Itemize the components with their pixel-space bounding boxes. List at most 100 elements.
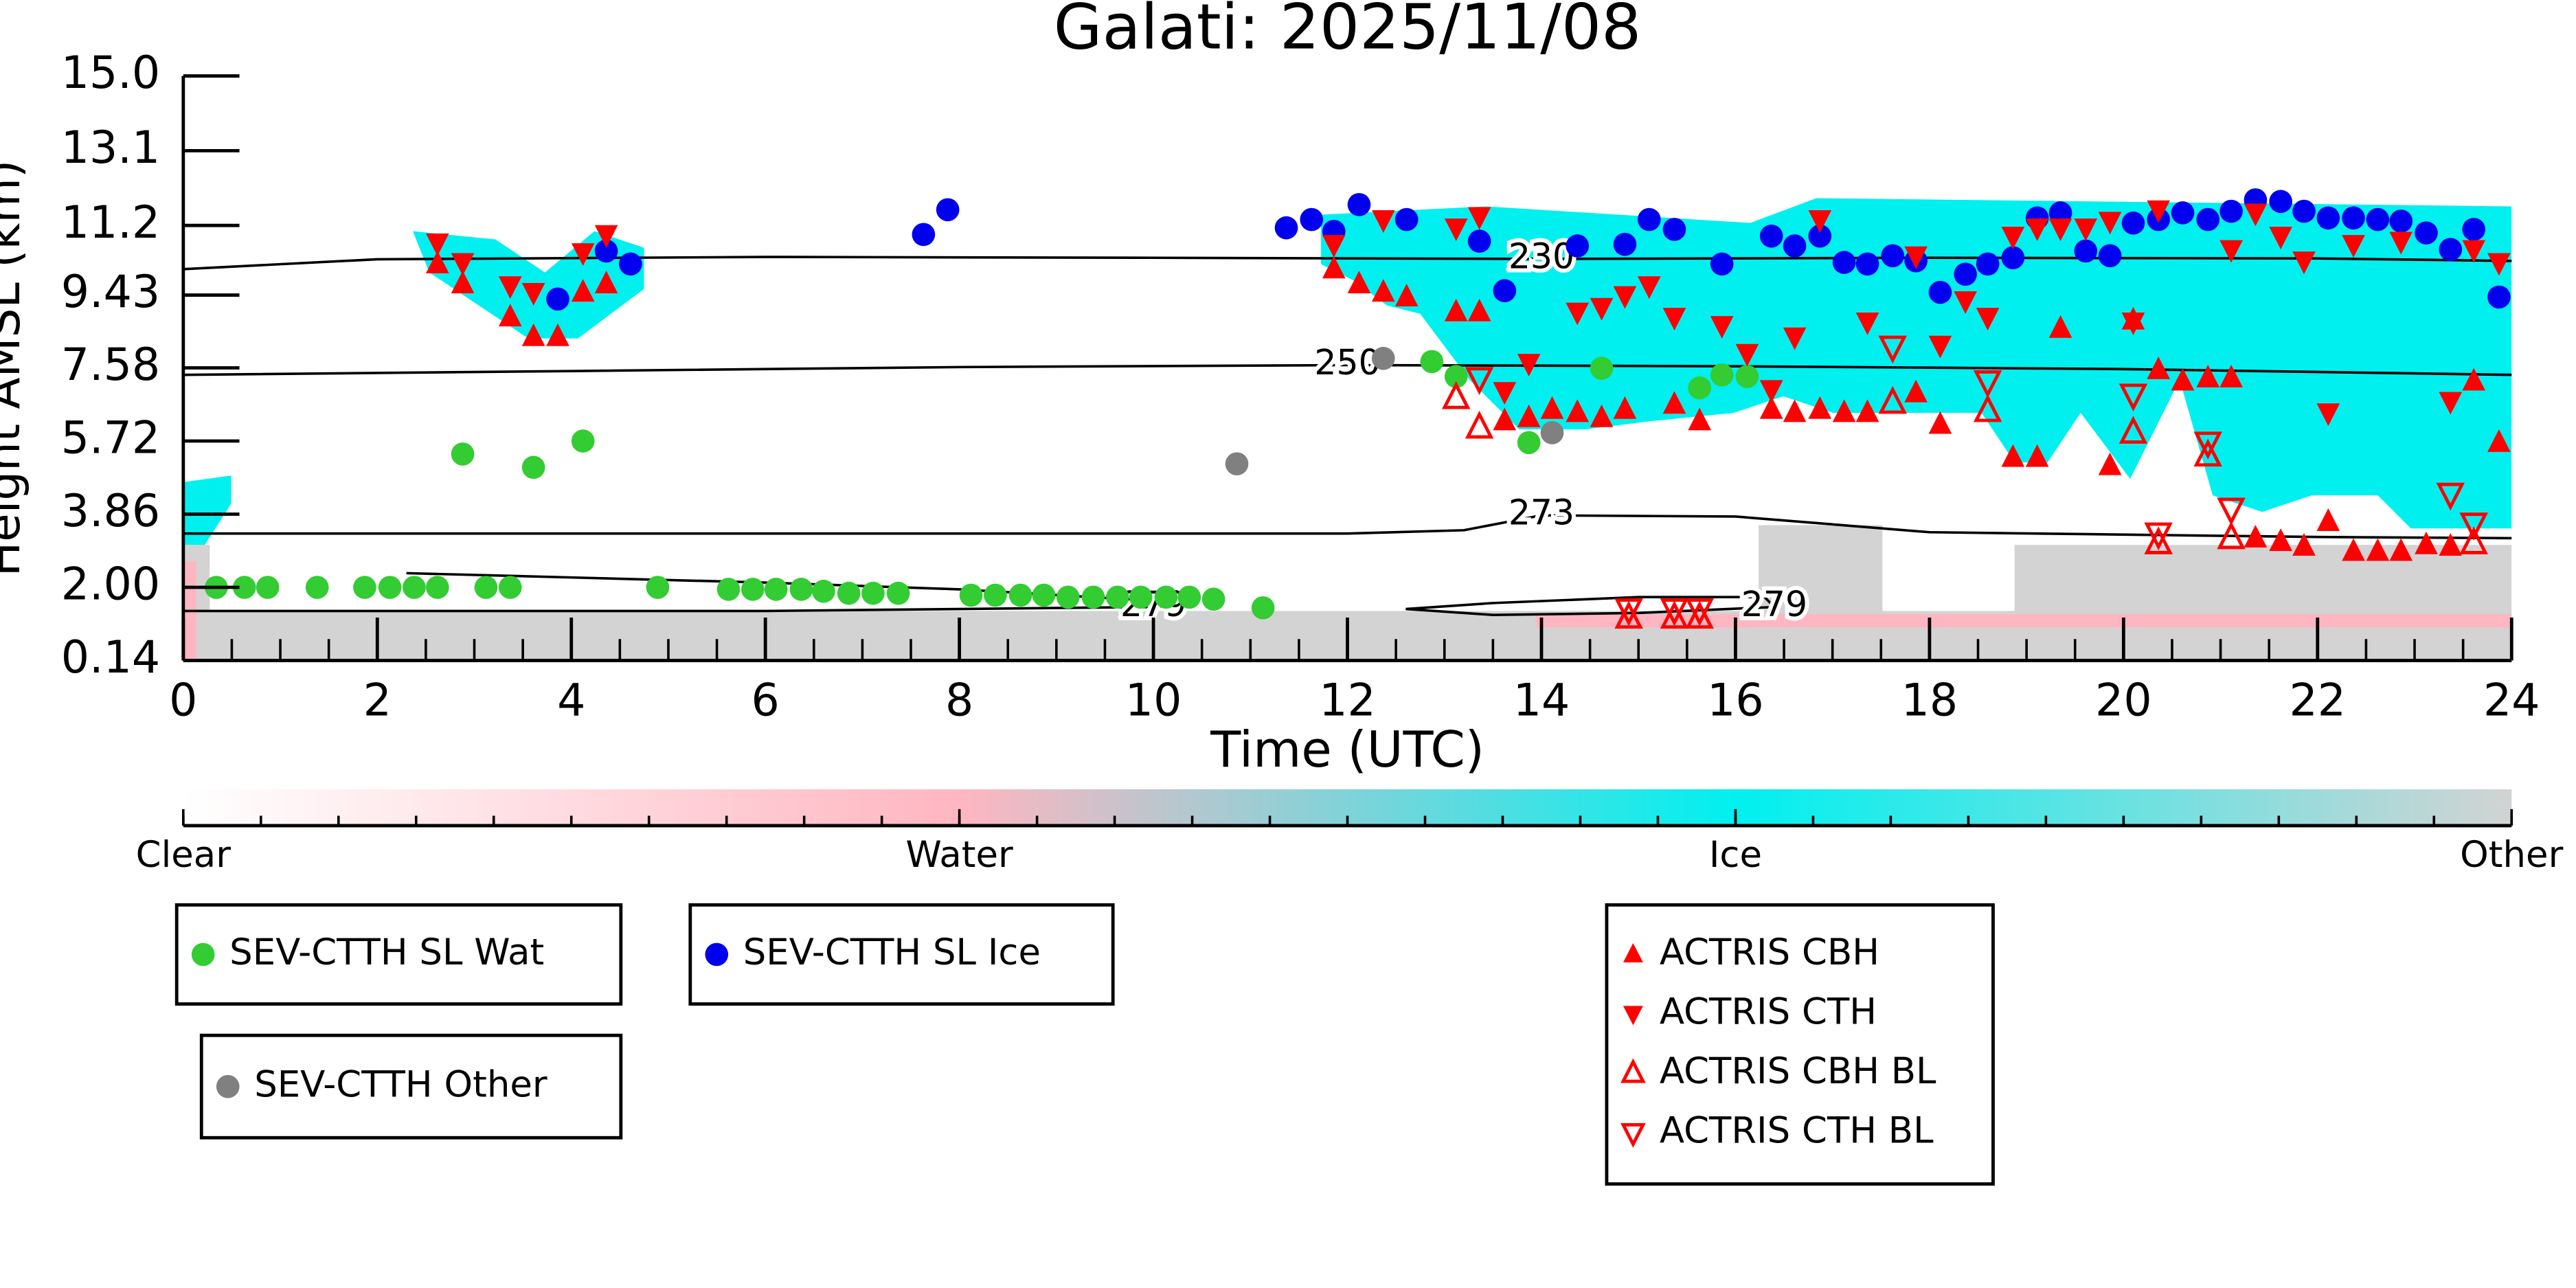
point <box>2121 211 2145 235</box>
point <box>2269 528 2292 552</box>
point <box>1517 404 1541 427</box>
point <box>2389 231 2413 255</box>
colorbar-label: Ice <box>1709 834 1762 876</box>
point <box>2269 227 2292 249</box>
point <box>2196 365 2220 387</box>
point <box>232 576 256 599</box>
point <box>2487 253 2511 276</box>
point <box>2144 526 2173 554</box>
point <box>1662 391 1686 414</box>
point <box>426 250 449 273</box>
point <box>984 583 1007 607</box>
contour-label: 250 <box>1314 342 1380 383</box>
point <box>1371 279 1395 302</box>
point <box>2439 533 2463 556</box>
point <box>2196 207 2220 231</box>
point <box>2459 526 2488 554</box>
point <box>1129 585 1153 609</box>
point <box>716 578 741 601</box>
point <box>1710 316 1734 339</box>
point <box>1322 256 1346 279</box>
contour-line <box>1405 596 1778 616</box>
colorbar-label: Other <box>2460 834 2563 876</box>
point <box>1904 379 1928 403</box>
point <box>1225 452 1249 476</box>
point <box>1394 284 1419 306</box>
point <box>1735 365 1759 388</box>
point <box>1662 218 1686 241</box>
legend-marker <box>1620 1058 1646 1083</box>
point <box>2098 452 2122 475</box>
y-tick-label: 11.2 <box>61 197 160 249</box>
x-tick-label: 8 <box>945 675 973 727</box>
point <box>1710 363 1734 387</box>
y-tick-label: 3.86 <box>61 486 160 537</box>
point <box>2436 482 2465 511</box>
colorbar-label: Clear <box>136 834 231 876</box>
point <box>1517 354 1541 376</box>
point <box>2001 444 2025 467</box>
x-tick-label: 4 <box>557 675 585 727</box>
point <box>1660 598 1689 626</box>
point <box>2316 403 2340 427</box>
legend-box <box>1605 903 1995 1186</box>
point <box>1493 279 1517 303</box>
legend-label: SEV-CTTH Other <box>254 1063 547 1105</box>
point <box>1467 298 1491 321</box>
point <box>2119 383 2148 412</box>
x-tick-label: 24 <box>2483 675 2540 727</box>
legend-label: ACTRIS CBH <box>1660 931 1879 973</box>
point <box>2366 207 2390 231</box>
point <box>2487 429 2511 452</box>
point <box>1347 193 1371 216</box>
point <box>1954 291 1977 314</box>
point <box>1056 585 1080 609</box>
point <box>2366 538 2390 561</box>
point <box>1081 585 1105 609</box>
point <box>2147 200 2171 223</box>
legend-box <box>688 903 1115 1006</box>
point <box>1710 252 1734 276</box>
point <box>936 198 960 222</box>
point <box>1878 335 1907 364</box>
mask-ice <box>183 475 231 545</box>
legend-marker <box>1623 1006 1643 1026</box>
point <box>1613 286 1637 309</box>
y-tick-label: 9.43 <box>61 267 160 318</box>
point <box>378 576 402 599</box>
point <box>1783 327 1807 350</box>
point <box>1201 587 1225 611</box>
point <box>912 223 936 247</box>
point <box>1662 308 1686 330</box>
point <box>2193 438 2222 467</box>
points <box>205 188 2511 629</box>
mask-other <box>2014 545 2512 661</box>
point <box>521 323 545 346</box>
point <box>789 578 813 601</box>
legend-label: ACTRIS CTH <box>1660 991 1877 1033</box>
point <box>594 239 618 263</box>
point <box>2193 431 2222 460</box>
point <box>1973 370 2002 398</box>
point <box>1832 251 1856 274</box>
point <box>2439 392 2463 415</box>
point <box>646 576 670 599</box>
point <box>2171 368 2195 391</box>
point <box>498 276 522 300</box>
point <box>2098 212 2122 235</box>
point <box>2269 190 2292 214</box>
point <box>2147 356 2171 379</box>
point <box>1637 276 1661 300</box>
point <box>2219 199 2243 223</box>
point <box>521 282 545 306</box>
legend-marker <box>1620 1123 1646 1148</box>
point <box>1566 399 1590 422</box>
point <box>1855 399 1879 422</box>
point <box>1928 411 1952 434</box>
x-tick-label: 20 <box>2095 675 2152 727</box>
point <box>1832 399 1856 422</box>
x-tick-label: 12 <box>1319 675 1376 727</box>
point <box>451 442 475 466</box>
x-tick-label: 22 <box>2290 675 2347 727</box>
